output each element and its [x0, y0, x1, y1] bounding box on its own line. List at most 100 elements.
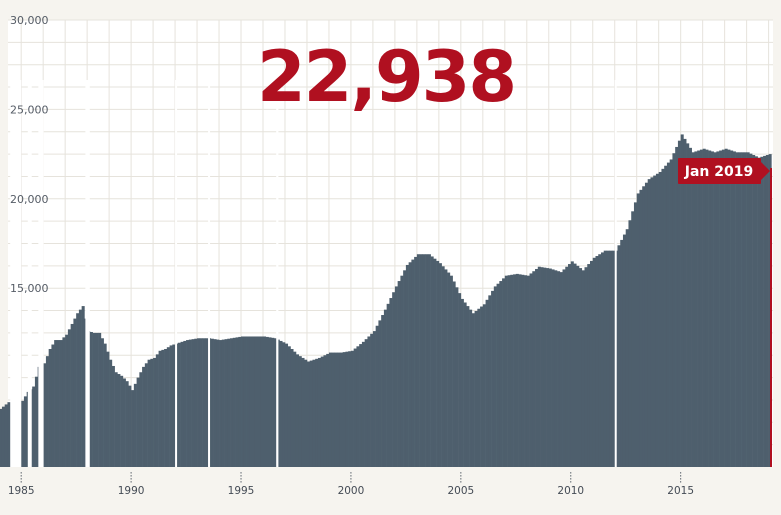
data-bar — [499, 281, 503, 467]
x-tick-mark — [130, 475, 132, 477]
data-bar — [540, 267, 544, 467]
data-bar — [526, 275, 530, 467]
data-bar — [694, 151, 698, 467]
data-bar — [117, 374, 121, 467]
data-bar — [469, 309, 473, 467]
data-gap — [10, 80, 22, 467]
data-bar — [364, 339, 368, 467]
x-tick-mark — [570, 478, 572, 480]
data-bar — [367, 336, 371, 467]
data-bar — [507, 275, 511, 467]
data-bar — [644, 182, 648, 467]
marker-badge — [678, 158, 761, 184]
marker-badge-pointer — [761, 162, 770, 180]
x-tick-label: 1990 — [118, 485, 145, 497]
data-bar — [581, 270, 585, 467]
data-bar — [741, 152, 745, 467]
data-bar — [111, 365, 115, 467]
y-tick-label: 25,000 — [10, 103, 49, 116]
data-bar — [746, 152, 750, 467]
data-bar — [735, 152, 739, 467]
data-bar — [142, 366, 146, 467]
data-bar — [392, 292, 396, 467]
data-bar — [661, 168, 665, 467]
data-bar — [290, 348, 294, 467]
data-bar — [584, 267, 588, 467]
data-bar — [606, 250, 610, 467]
data-bar — [713, 152, 717, 467]
y-tick-label: 30,000 — [10, 14, 49, 27]
data-bar — [254, 336, 258, 467]
data-bar — [164, 348, 168, 467]
data-bar — [551, 269, 555, 467]
data-bar — [224, 339, 228, 467]
data-bar — [675, 146, 679, 467]
data-bar — [246, 336, 250, 467]
data-bar — [383, 309, 387, 467]
data-bar — [153, 357, 157, 467]
data-bar — [537, 266, 541, 467]
data-bar — [381, 315, 385, 467]
data-bar — [524, 275, 528, 467]
data-bar — [482, 304, 486, 467]
x-tick-mark — [570, 475, 572, 477]
data-bar — [81, 306, 85, 467]
data-bar — [521, 274, 525, 467]
data-bar — [103, 343, 107, 467]
x-tick-mark — [240, 475, 242, 477]
data-bar — [265, 336, 269, 467]
data-bar — [230, 338, 234, 467]
data-bar — [342, 352, 346, 467]
data-bar — [331, 352, 335, 467]
data-bar — [570, 261, 574, 467]
data-bar — [754, 156, 758, 467]
data-bar — [710, 151, 714, 467]
data-bar — [56, 340, 60, 467]
data-bar — [210, 338, 214, 467]
data-bar — [598, 254, 602, 467]
data-gap — [208, 80, 211, 467]
data-bar — [515, 273, 519, 467]
data-bar — [752, 154, 756, 467]
data-bar — [188, 339, 192, 467]
data-bar — [133, 383, 137, 467]
data-bar — [595, 256, 599, 467]
data-bar — [427, 254, 431, 467]
data-bar — [600, 252, 605, 467]
data-bar — [213, 339, 217, 467]
data-bar — [760, 156, 764, 468]
data-bar — [320, 356, 324, 467]
data-bar — [180, 341, 184, 467]
data-bar — [4, 404, 8, 467]
x-tick-mark — [350, 481, 352, 483]
headline-value: 22,938 — [257, 36, 515, 118]
data-bar — [548, 268, 552, 467]
data-bar — [361, 341, 365, 467]
data-bar — [697, 150, 701, 468]
data-bar — [546, 268, 550, 467]
data-bar — [411, 259, 415, 467]
data-bar — [232, 337, 236, 467]
data-bar — [529, 273, 533, 467]
data-bar — [471, 313, 475, 467]
data-bar — [1, 406, 6, 467]
data-bar — [647, 179, 651, 467]
data-bar — [76, 313, 80, 467]
data-bar — [279, 340, 283, 467]
data-bar — [70, 323, 74, 467]
data-bar — [34, 376, 38, 467]
data-bar — [350, 350, 354, 467]
data-bar — [631, 211, 635, 467]
data-bar — [92, 332, 96, 467]
data-gap — [27, 80, 32, 467]
data-bar — [763, 155, 767, 467]
x-tick-mark — [240, 481, 242, 483]
data-bar — [422, 254, 426, 467]
data-bar — [655, 173, 659, 467]
data-bar — [477, 308, 481, 467]
data-bar — [89, 332, 93, 467]
data-bar — [405, 264, 409, 467]
data-bar — [205, 338, 209, 467]
data-bar — [502, 278, 506, 467]
